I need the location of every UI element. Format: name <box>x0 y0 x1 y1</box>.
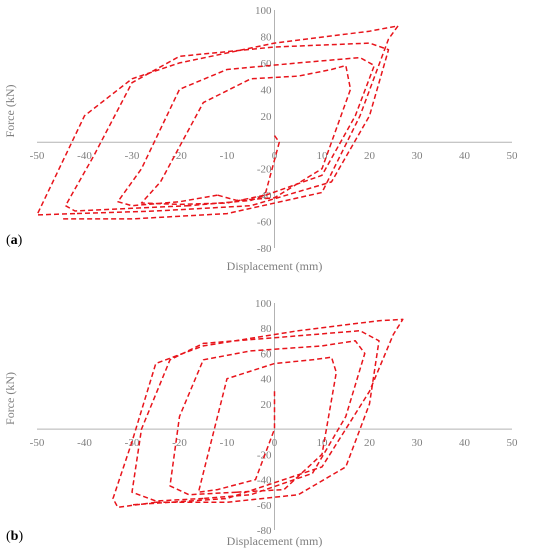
y-tick-label: 40 <box>261 374 273 386</box>
x-tick-label: 30 <box>412 437 424 449</box>
x-tick-label: 50 <box>507 437 519 449</box>
series-line-2 <box>117 56 376 207</box>
x-tick-label: 0 <box>272 437 278 449</box>
x-tick-label: 40 <box>459 437 471 449</box>
y-tick-label: -60 <box>257 500 272 512</box>
x-tick-label: 30 <box>412 150 424 162</box>
x-tick-label: -10 <box>220 437 235 449</box>
y-tick-label: 100 <box>255 5 272 17</box>
x-tick-label: -40 <box>77 150 92 162</box>
series-line-2 <box>169 340 366 500</box>
series-line-1 <box>140 64 352 206</box>
x-tick-label: -50 <box>30 437 45 449</box>
panel-label: (b) <box>6 529 23 544</box>
series-line-3 <box>64 42 390 215</box>
x-tick-label: 50 <box>507 150 519 162</box>
y-tick-label: -60 <box>257 217 272 229</box>
y-tick-label: 100 <box>255 298 272 310</box>
x-tick-label: 0 <box>272 150 278 162</box>
chart-panel-a: -50 -40 -30 -20 -10 0 10 20 30 40 50-80-60-40-2020… <box>3 5 518 273</box>
y-axis-title: Force (kN) <box>3 85 17 138</box>
x-tick-label: 20 <box>364 437 376 449</box>
x-tick-label: -30 <box>125 150 140 162</box>
series-line-4 <box>36 25 399 220</box>
y-tick-label: 40 <box>261 84 273 96</box>
y-tick-label: 60 <box>261 348 273 360</box>
x-tick-label: 10 <box>317 437 329 449</box>
x-tick-label: 40 <box>459 150 471 162</box>
x-tick-label: -50 <box>30 150 45 162</box>
y-tick-label: -80 <box>257 525 272 537</box>
y-tick-label: 80 <box>261 31 273 43</box>
y-tick-label: 60 <box>261 58 273 70</box>
series-line-1 <box>197 356 338 493</box>
x-tick-label: 20 <box>364 150 376 162</box>
x-tick-label: 10 <box>317 150 329 162</box>
chart-panel-b: -50 -40 -30 -20 -10 0 10 20 30 40 50-80-60-40-2020… <box>3 298 518 548</box>
y-tick-label: -20 <box>257 164 272 176</box>
x-axis-title: Displacement (mm) <box>227 534 323 548</box>
y-tick-label: 20 <box>261 399 273 411</box>
y-tick-label: 80 <box>261 323 273 335</box>
y-tick-label: -40 <box>257 475 272 487</box>
x-tick-label: -40 <box>77 437 92 449</box>
series-line-3 <box>131 329 380 504</box>
y-axis-title: Force (kN) <box>3 372 17 425</box>
x-tick-label: -10 <box>220 150 235 162</box>
series-line-4 <box>112 318 404 509</box>
x-axis-title: Displacement (mm) <box>227 259 323 273</box>
x-tick-label: -20 <box>172 437 187 449</box>
panel-label: (a) <box>6 233 23 248</box>
y-tick-label: 20 <box>261 111 273 123</box>
y-tick-label: -80 <box>257 243 272 255</box>
